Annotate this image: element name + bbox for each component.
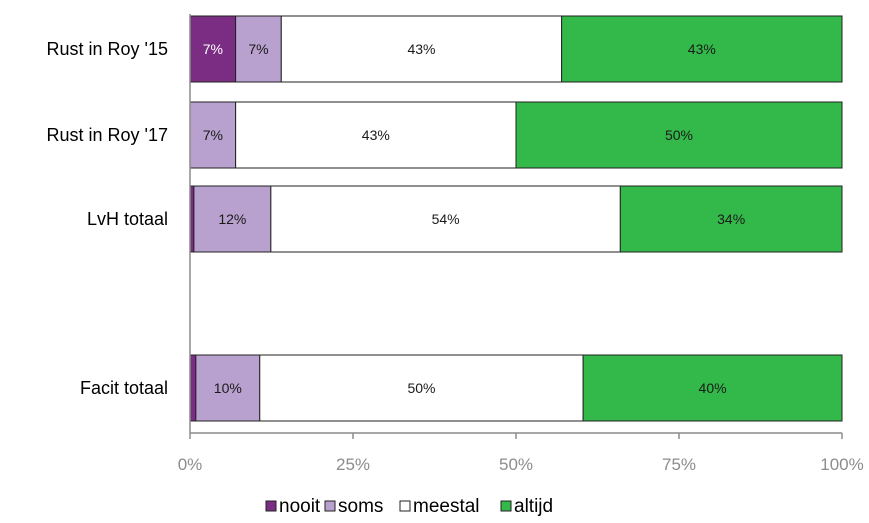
legend-label-meestal: meestal <box>413 496 480 517</box>
category-label-facit-totaal: Facit totaal <box>80 378 168 398</box>
x-tick-label: 50% <box>499 455 533 474</box>
bar-soms-rust-in-roy-17 <box>189 101 237 169</box>
legend-swatch-altijd <box>500 500 512 512</box>
bar-meestal-lvh-totaal <box>270 185 621 253</box>
data-label-altijd-rust-in-roy-17: 50% <box>665 127 693 143</box>
data-label-altijd-lvh-totaal: 34% <box>717 211 745 227</box>
bar-meestal-rust-in-roy-17 <box>235 101 517 169</box>
legend-swatch-meestal <box>399 500 411 512</box>
x-tick-label: 25% <box>336 455 370 474</box>
x-axis: 0% 25% 50% 75% 100% <box>178 14 864 474</box>
category-label-rust-in-roy-17: Rust in Roy '17 <box>47 125 169 145</box>
category-labels: Rust in Roy '15 Rust in Roy '17 LvH totaal… <box>47 39 169 398</box>
legend-label-nooit: nooit <box>279 496 321 517</box>
data-label-soms-rust-in-roy-15: 7% <box>248 41 268 57</box>
bar-nooit-rust-in-roy-15 <box>189 15 237 83</box>
bar-meestal-facit-totaal <box>259 354 584 422</box>
bars-layer: 7% 7% 43% 43% 7% 43% 50% 12% 54% 34% 10% 50% 40% <box>189 15 843 422</box>
bar-soms-facit-totaal <box>195 354 261 422</box>
data-label-meestal-rust-in-roy-17: 43% <box>362 127 390 143</box>
bar-altijd-rust-in-roy-15 <box>561 15 843 83</box>
bar-altijd-facit-totaal <box>582 354 843 422</box>
legend-label-altijd: altijd <box>514 496 553 517</box>
legend-swatch-nooit <box>265 500 277 512</box>
data-label-soms-lvh-totaal: 12% <box>218 211 246 227</box>
bar-altijd-rust-in-roy-17 <box>515 101 843 169</box>
data-label-meestal-facit-totaal: 50% <box>407 380 435 396</box>
data-label-meestal-lvh-totaal: 54% <box>432 211 460 227</box>
x-tick-label: 0% <box>178 455 203 474</box>
bar-soms-lvh-totaal <box>193 185 272 253</box>
legend-label-soms: soms <box>338 496 383 517</box>
data-label-meestal-rust-in-roy-15: 43% <box>407 41 435 57</box>
bar-nooit-facit-totaal <box>189 354 197 422</box>
data-label-nooit-rust-in-roy-15: 7% <box>203 41 223 57</box>
legend: nooit soms meestal altijd <box>265 496 553 517</box>
x-tick-label: 75% <box>662 455 696 474</box>
data-label-altijd-facit-totaal: 40% <box>699 380 727 396</box>
data-label-altijd-rust-in-roy-15: 43% <box>688 41 716 57</box>
category-label-lvh-totaal: LvH totaal <box>87 209 168 229</box>
bar-meestal-rust-in-roy-15 <box>280 15 563 83</box>
bar-soms-rust-in-roy-15 <box>235 15 282 83</box>
bar-altijd-lvh-totaal <box>619 185 843 253</box>
data-label-soms-facit-totaal: 10% <box>214 380 242 396</box>
category-label-rust-in-roy-15: Rust in Roy '15 <box>47 39 169 59</box>
x-tick-label: 100% <box>820 455 863 474</box>
legend-swatch-soms <box>324 500 336 512</box>
data-label-soms-rust-in-roy-17: 7% <box>203 127 223 143</box>
